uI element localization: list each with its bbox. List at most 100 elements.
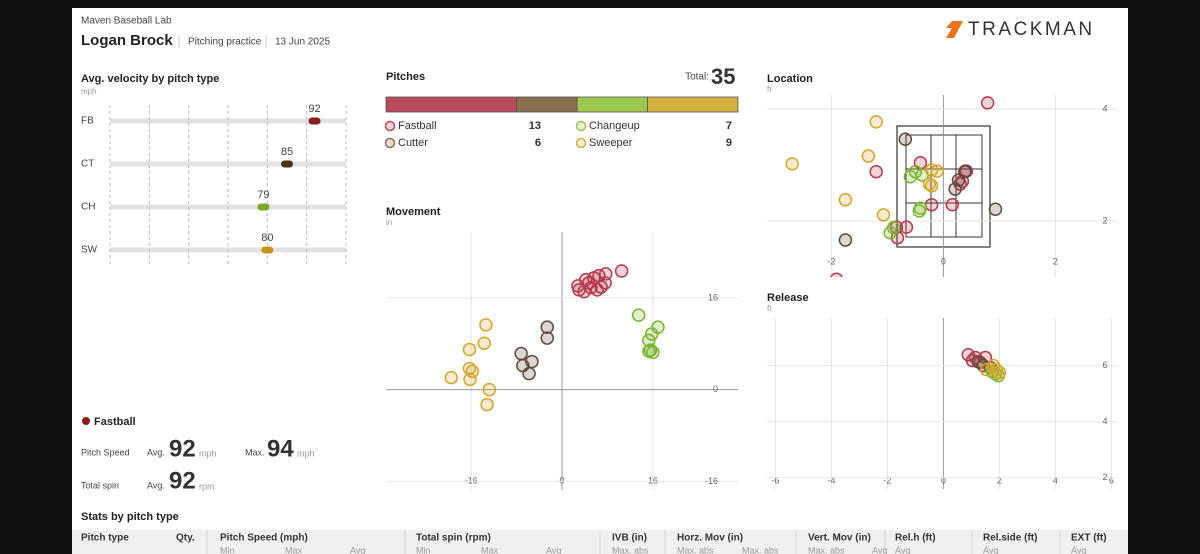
- point: [838, 233, 853, 247]
- points: [444, 264, 665, 412]
- y-tick-label: 6: [1102, 360, 1107, 370]
- point: [924, 198, 939, 212]
- x-tick-label: -6: [771, 475, 779, 485]
- unit: rpm: [199, 481, 215, 491]
- x-tick-label: 0: [941, 256, 946, 266]
- y-tick-label: 16: [708, 292, 718, 302]
- sub-header: Max. abs: [677, 545, 714, 554]
- x-tick-label: -4: [827, 475, 835, 485]
- legend-label: Cutter: [398, 137, 428, 149]
- point: [598, 267, 613, 281]
- legend-count: 13: [529, 120, 541, 132]
- point: [992, 365, 1007, 380]
- legend-marker: [384, 120, 396, 132]
- unit: mph: [199, 448, 217, 458]
- column-header: Rel.side (ft): [983, 533, 1037, 544]
- point: [614, 264, 629, 278]
- y-tick-label: 4: [1102, 416, 1107, 426]
- point: [522, 366, 536, 381]
- point: [587, 271, 601, 285]
- sub-header: Min: [220, 545, 235, 554]
- brand: TRACKMAN: [968, 19, 1095, 40]
- track: [110, 118, 346, 124]
- point: [876, 208, 891, 222]
- point: [951, 173, 966, 187]
- chart-title: Release: [767, 292, 809, 304]
- bar-segment: [647, 96, 739, 113]
- legend-marker: [384, 137, 396, 149]
- x-tick-label: -16: [465, 475, 478, 485]
- unit: mph: [297, 448, 315, 458]
- brand-icon: [946, 21, 963, 38]
- value: 92: [169, 467, 196, 494]
- x-tick-label: 0: [559, 475, 564, 485]
- point: [462, 342, 477, 357]
- point: [869, 164, 883, 179]
- point: [924, 178, 939, 193]
- velocity-dot: [261, 246, 274, 254]
- point: [785, 157, 799, 171]
- row-label: CT: [81, 159, 94, 170]
- y-tick-label: 4: [1102, 103, 1107, 113]
- right-frame: [1128, 0, 1200, 554]
- x-tick-label: -2: [827, 256, 835, 266]
- points: [785, 96, 1003, 277]
- legend-count: 7: [726, 120, 732, 132]
- legend-marker: [575, 137, 587, 149]
- sub-header: Max: [481, 545, 499, 554]
- point: [930, 164, 944, 178]
- points: [961, 347, 1007, 383]
- point: [479, 318, 493, 332]
- table-title: Stats by pitch type: [81, 511, 179, 523]
- point: [830, 272, 843, 277]
- legend-label: Changeup: [589, 120, 640, 132]
- y-tick-label: -16: [705, 476, 718, 486]
- legend-count: 9: [726, 137, 732, 149]
- value: 92: [169, 435, 196, 462]
- column-header: Total spin (rpm): [416, 533, 491, 544]
- column-header: Horz. Mov (in): [677, 533, 743, 544]
- x-tick-label: 2: [997, 475, 1002, 485]
- point: [631, 308, 646, 322]
- label: Total spin: [81, 480, 119, 490]
- point: [444, 370, 459, 385]
- session: Pitching practice: [188, 37, 262, 48]
- column-header: Pitch Speed (mph): [220, 533, 308, 544]
- sub-header: Avg: [1071, 545, 1086, 554]
- chart-unit: ft: [767, 304, 772, 313]
- x-tick-label: -2: [883, 475, 891, 485]
- chart-unit: ft: [767, 85, 772, 94]
- sub-header: Max. abs: [808, 545, 845, 554]
- y-tick-label: 2: [1102, 472, 1107, 482]
- bar-segment: [516, 96, 578, 113]
- column-header: Vert. Mov (in): [808, 533, 871, 544]
- point: [861, 149, 876, 163]
- label: Max.: [245, 447, 265, 457]
- velocity-dot: [257, 203, 270, 211]
- point: [913, 201, 928, 215]
- point: [642, 333, 656, 348]
- chart-title: Location: [767, 73, 813, 85]
- summary-pitch: Fastball: [94, 416, 136, 428]
- point: [594, 280, 608, 294]
- value-label: 79: [257, 189, 269, 201]
- y-tick-label: 0: [713, 384, 718, 394]
- chart-title: Avg. velocity by pitch type: [81, 73, 219, 85]
- value-label: 80: [261, 232, 273, 244]
- column-header: Rel.h (ft): [895, 533, 936, 544]
- point: [908, 164, 923, 179]
- left-frame: [0, 0, 72, 554]
- x-tick-label: 6: [1109, 475, 1114, 485]
- chart-title: Pitches: [386, 71, 425, 83]
- chart-title: Movement: [386, 206, 441, 218]
- track: [110, 161, 346, 167]
- date: 13 Jun 2025: [275, 37, 330, 48]
- player-name: Logan Brock: [81, 32, 173, 49]
- point: [482, 382, 497, 397]
- point: [480, 397, 494, 412]
- column-header: Pitch type: [81, 533, 129, 544]
- summary-dot: [82, 417, 90, 425]
- point: [477, 336, 491, 350]
- point: [898, 132, 913, 146]
